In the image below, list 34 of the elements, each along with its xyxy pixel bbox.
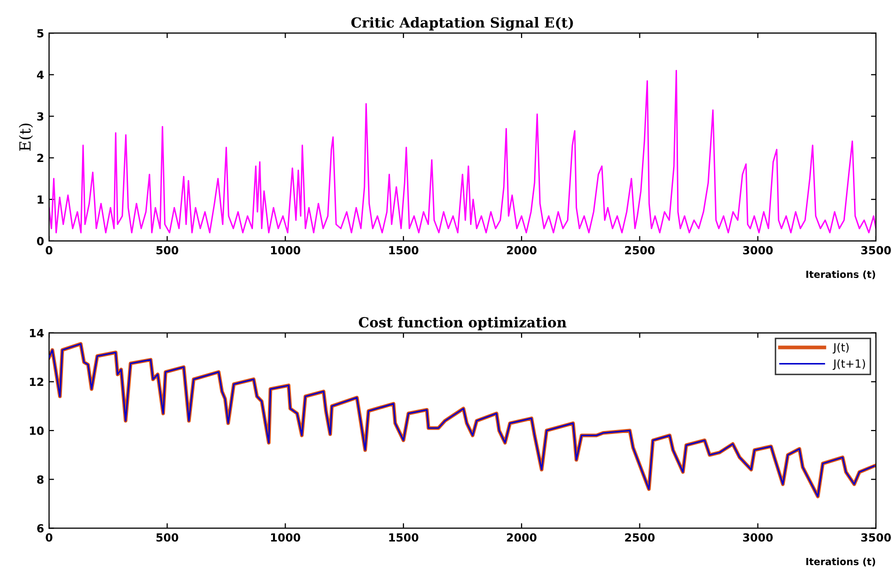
y-tick-label: 4 [36,70,44,79]
x-axis-title: Iterations (t) [806,558,876,566]
x-tick-label: 500 [156,246,178,254]
y-tick-label: 2 [37,154,44,162]
y-tick-label: 10 [30,426,44,435]
x-tick-label: 3500 [861,533,891,542]
y-axis-title: E(t) [18,124,33,151]
chart-title: Critic Adaptation Signal E(t) [351,17,573,31]
x-tick-label: 3500 [861,246,891,254]
legend-label: J(t+1) [832,359,865,370]
x-axis-title: Iterations (t) [806,270,876,280]
y-tick-label: 0 [37,236,44,246]
x-tick-label: 1000 [271,533,300,542]
x-tick-label: 3000 [743,533,773,542]
y-tick-label: 1 [38,196,44,204]
y-tick-label: 5 [37,29,44,38]
x-tick-label: 0 [46,246,52,254]
y-tick-label: 14 [30,329,44,338]
x-tick-label: 2000 [506,246,536,254]
x-tick-label: 500 [156,533,178,542]
x-tick-label: 1500 [389,246,418,254]
x-tick-label: 2500 [625,533,655,542]
x-tick-label: 3000 [743,246,773,254]
x-tick-label: 1000 [271,246,300,254]
x-tick-label: 2500 [625,246,655,254]
x-tick-label: 1500 [389,533,418,542]
chart-title: Cost function optimization [358,316,566,330]
y-tick-label: 8 [37,475,44,484]
y-tick-label: 3 [37,112,44,121]
legend-label: J(t) [832,342,849,354]
x-tick-label: 2000 [506,533,536,542]
y-tick-label: 12 [30,378,44,386]
x-tick-label: 0 [46,533,52,542]
y-tick-label: 6 [37,524,44,533]
